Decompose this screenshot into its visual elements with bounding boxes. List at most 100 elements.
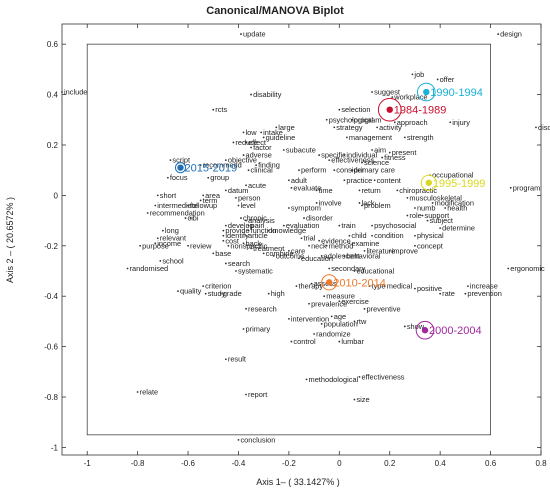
word-point: [161, 229, 164, 232]
group-label: 1990-1994: [430, 87, 483, 99]
word-point: [287, 249, 290, 252]
word-point: [338, 224, 341, 227]
x-tick-label: -0.2: [282, 459, 296, 468]
word-label: school: [162, 256, 184, 265]
word-label: back: [246, 239, 262, 248]
word-point: [245, 141, 247, 144]
word-label: practice: [346, 176, 372, 185]
word-label: assess: [314, 279, 337, 288]
word-point: [275, 126, 278, 129]
word-label: rcts: [215, 105, 227, 114]
word-point: [224, 358, 227, 361]
word-label: neck: [311, 241, 327, 250]
x-tick-label: 0: [337, 459, 342, 468]
group-confidence-circle: [377, 97, 402, 122]
word-label: randomised: [130, 264, 169, 273]
word-point: [371, 234, 373, 237]
group-label: 2015-2019: [184, 163, 237, 175]
word-point: [318, 239, 321, 242]
word-label: program: [354, 115, 382, 124]
group-label: 2010-2014: [333, 277, 386, 289]
word-point: [224, 224, 227, 227]
word-point: [353, 398, 356, 401]
word-point: [361, 161, 363, 164]
word-label: size: [356, 395, 369, 404]
word-point: [245, 393, 247, 396]
x-axis-label: Axis 1– ( 33.1427% ): [256, 477, 340, 487]
word-label: pain: [251, 221, 265, 230]
word-label: fitness: [384, 153, 406, 162]
word-label: type: [372, 282, 386, 291]
word-label: conclusion: [240, 435, 275, 444]
plot-area-frame: [61, 23, 542, 456]
x-axis-ticks: -1 -0.8 -0.6 -0.4 -0.2 0 0.2 0.4 0.6 0.8: [84, 24, 547, 468]
word-point: [348, 234, 351, 237]
word-label: occupational: [432, 171, 474, 180]
word-label: adult: [291, 176, 307, 185]
y-tick-label: -0.2: [44, 242, 58, 251]
word-point: [154, 204, 157, 207]
word-point: [247, 224, 250, 227]
word-label: person: [238, 193, 261, 202]
word-label: educational: [356, 267, 394, 276]
word-label: content: [377, 176, 401, 185]
word-label: age: [334, 312, 346, 321]
word-point: [202, 285, 205, 288]
word-point: [303, 217, 305, 219]
group-label: 1984-1989: [394, 105, 447, 117]
word-label: job: [413, 70, 424, 79]
word-point: [282, 149, 285, 151]
word-point: [290, 186, 293, 189]
word-point: [391, 96, 394, 98]
word-point: [282, 224, 285, 227]
word-label: primary: [246, 324, 271, 333]
word-label: show: [407, 322, 425, 331]
word-label: methodological: [309, 375, 359, 384]
word-point: [358, 375, 361, 378]
word-point: [325, 118, 328, 121]
word-label: primary care: [354, 166, 395, 175]
group-centroid: [177, 164, 184, 171]
group-confidence-circle: [415, 320, 435, 340]
word-point: [497, 33, 500, 35]
word-label: control: [293, 337, 316, 346]
word-label: study: [208, 289, 226, 298]
word-point: [224, 189, 227, 192]
word-point: [247, 169, 250, 172]
word-label: criterion: [205, 282, 231, 291]
word-point: [237, 204, 240, 207]
word-point: [199, 199, 202, 202]
word-label: lumbar: [341, 337, 364, 346]
word-label: effectiveness: [361, 372, 404, 381]
word-point: [224, 159, 227, 162]
word-point: [250, 247, 252, 250]
word-label: large: [278, 123, 294, 132]
word-point: [383, 285, 386, 288]
word-point: [318, 154, 321, 156]
word-label: suggest: [374, 88, 400, 97]
word-point: [260, 131, 263, 134]
word-label: rate: [442, 289, 455, 298]
word-point: [245, 184, 247, 187]
word-label: article: [248, 231, 268, 240]
word-point: [345, 136, 348, 139]
word-point: [411, 73, 414, 76]
word-point: [358, 189, 361, 192]
word-point: [290, 340, 293, 343]
word-label: update: [243, 30, 266, 39]
word-label: approach: [397, 118, 428, 127]
y-tick-label: 0: [54, 191, 59, 200]
word-point: [245, 307, 247, 310]
word-label: randomize: [316, 330, 351, 339]
word-label: followup: [190, 201, 217, 210]
word-point: [242, 242, 245, 245]
word-label: offer: [440, 75, 455, 84]
y-tick-label: -1: [51, 443, 59, 452]
word-label: systematic: [238, 267, 273, 276]
word-point: [361, 204, 363, 207]
word-label: prevalence: [311, 299, 347, 308]
word-point: [154, 242, 157, 245]
word-point: [235, 197, 237, 199]
word-point: [61, 91, 63, 93]
